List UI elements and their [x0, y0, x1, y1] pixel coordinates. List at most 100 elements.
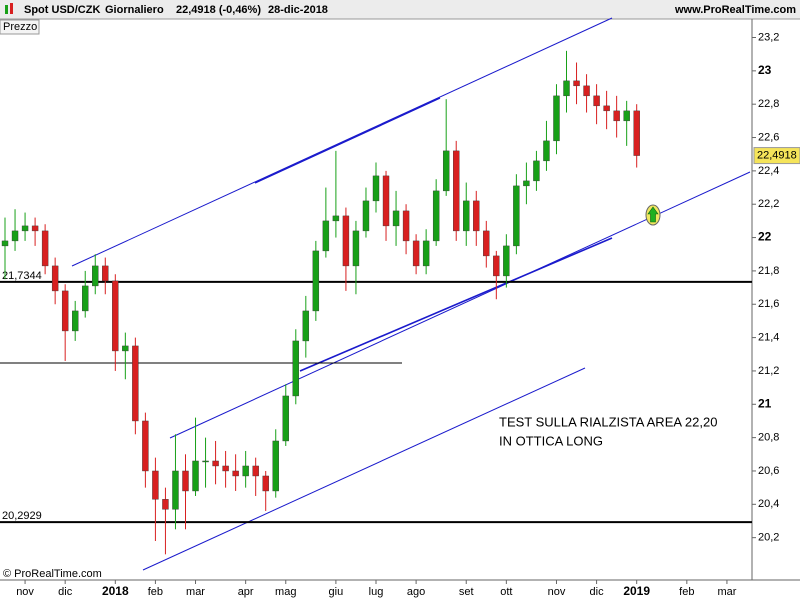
- panel-label: Prezzo: [3, 21, 37, 33]
- annotation: TEST SULLA RIALZISTA AREA 22,20: [499, 414, 717, 429]
- x-tick-label: feb: [148, 586, 163, 598]
- candle-body: [432, 190, 440, 242]
- candle-body: [51, 265, 59, 292]
- candle-body: [112, 280, 119, 352]
- y-tick-label: 22,4: [758, 165, 779, 177]
- candle-body: [412, 240, 420, 267]
- candle-body: [613, 110, 620, 122]
- candle-body: [292, 340, 299, 397]
- candle-body: [382, 175, 390, 227]
- candle-body: [212, 460, 219, 467]
- candle-body: [603, 105, 610, 112]
- candle-body: [152, 470, 159, 500]
- candle-body: [71, 310, 79, 332]
- x-tick-label: giu: [329, 586, 344, 598]
- x-tick-label: ott: [500, 586, 512, 598]
- candle-body: [172, 470, 179, 510]
- y-tick-label: 21,6: [758, 298, 779, 310]
- candle-body: [392, 210, 400, 227]
- candle-body: [473, 200, 480, 232]
- candle-body: [533, 160, 540, 182]
- y-tick-label: 22: [758, 230, 772, 244]
- candle-body: [11, 230, 19, 242]
- candle-body: [262, 475, 269, 492]
- candle-body: [633, 110, 640, 156]
- candle-body: [372, 175, 380, 202]
- x-tick-label: dic: [58, 586, 73, 598]
- quote: 22,4918 (-0,46%): [176, 4, 261, 16]
- signal-icon: [645, 204, 661, 226]
- source: www.ProRealTime.com: [674, 4, 796, 16]
- candle-body: [122, 345, 129, 352]
- y-tick-label: 22,8: [758, 98, 779, 110]
- candle-body: [312, 250, 320, 312]
- candle-body: [282, 395, 289, 442]
- candle-body: [453, 150, 460, 232]
- y-tick-label: 20,4: [758, 498, 779, 510]
- watermark: © ProRealTime.com: [3, 568, 102, 580]
- candle-body: [82, 285, 89, 312]
- y-tick-label: 21,8: [758, 265, 779, 277]
- x-tick-label: feb: [679, 586, 694, 598]
- last-price-box: [753, 147, 800, 165]
- candle-body: [553, 95, 560, 142]
- candle-body: [362, 200, 370, 232]
- candle-body: [222, 465, 229, 472]
- date: 28-dic-2018: [268, 4, 328, 16]
- candle-body: [272, 440, 279, 492]
- x-tick-label: nov: [548, 586, 566, 598]
- candle-body: [322, 220, 330, 252]
- x-tick-label: ago: [407, 586, 425, 598]
- candle-body: [442, 150, 450, 192]
- candle-body: [342, 215, 350, 267]
- candle-body: [623, 110, 630, 122]
- candle-body: [503, 245, 510, 277]
- candle-body: [463, 200, 470, 232]
- x-tick-label: apr: [238, 586, 254, 598]
- y-tick-label: 21,4: [758, 332, 779, 344]
- candle-body: [61, 290, 69, 332]
- x-tick-label: lug: [369, 586, 384, 598]
- x-tick-label: 2018: [102, 584, 129, 598]
- candle-body: [182, 470, 189, 492]
- candle-body: [31, 225, 39, 232]
- candle-body: [493, 255, 500, 277]
- candle-body: [242, 465, 249, 477]
- y-tick-label: 20,8: [758, 432, 779, 444]
- candle-body: [202, 460, 209, 463]
- level-label: 21,7344: [2, 270, 42, 282]
- last-price-label: 22,4918: [757, 149, 797, 161]
- trend-lines: [0, 17, 751, 571]
- candle-body: [583, 85, 590, 97]
- y-tick-label: 23: [758, 63, 772, 77]
- candle-body: [232, 470, 239, 477]
- x-tick-label: mar: [186, 586, 205, 598]
- candle-body: [573, 80, 580, 87]
- candle-body: [302, 310, 310, 342]
- candle-body: [402, 210, 410, 242]
- candle-body: [543, 140, 550, 162]
- candle-body: [593, 95, 600, 107]
- y-tick-label: 21: [758, 396, 772, 410]
- level-label: 20,2929: [2, 510, 42, 522]
- candle-body: [142, 420, 149, 472]
- y-tick-label: 20,2: [758, 532, 779, 544]
- panel-label-box: [0, 19, 40, 35]
- x-tick-label: nov: [16, 586, 34, 598]
- x-tick-label: mag: [275, 586, 296, 598]
- period: Giornaliero: [105, 4, 164, 16]
- y-tick-label: 22,2: [758, 198, 779, 210]
- candle-body: [352, 230, 360, 267]
- y-tick-label: 23,2: [758, 31, 779, 43]
- x-tick-label: set: [459, 586, 474, 598]
- candle-body: [332, 215, 340, 222]
- header-bar: [0, 0, 800, 19]
- candle-body: [513, 185, 520, 247]
- candle-body: [422, 240, 430, 267]
- header-icon: [5, 3, 13, 14]
- y-tick-label: 22,6: [758, 131, 779, 143]
- candle-body: [21, 225, 29, 232]
